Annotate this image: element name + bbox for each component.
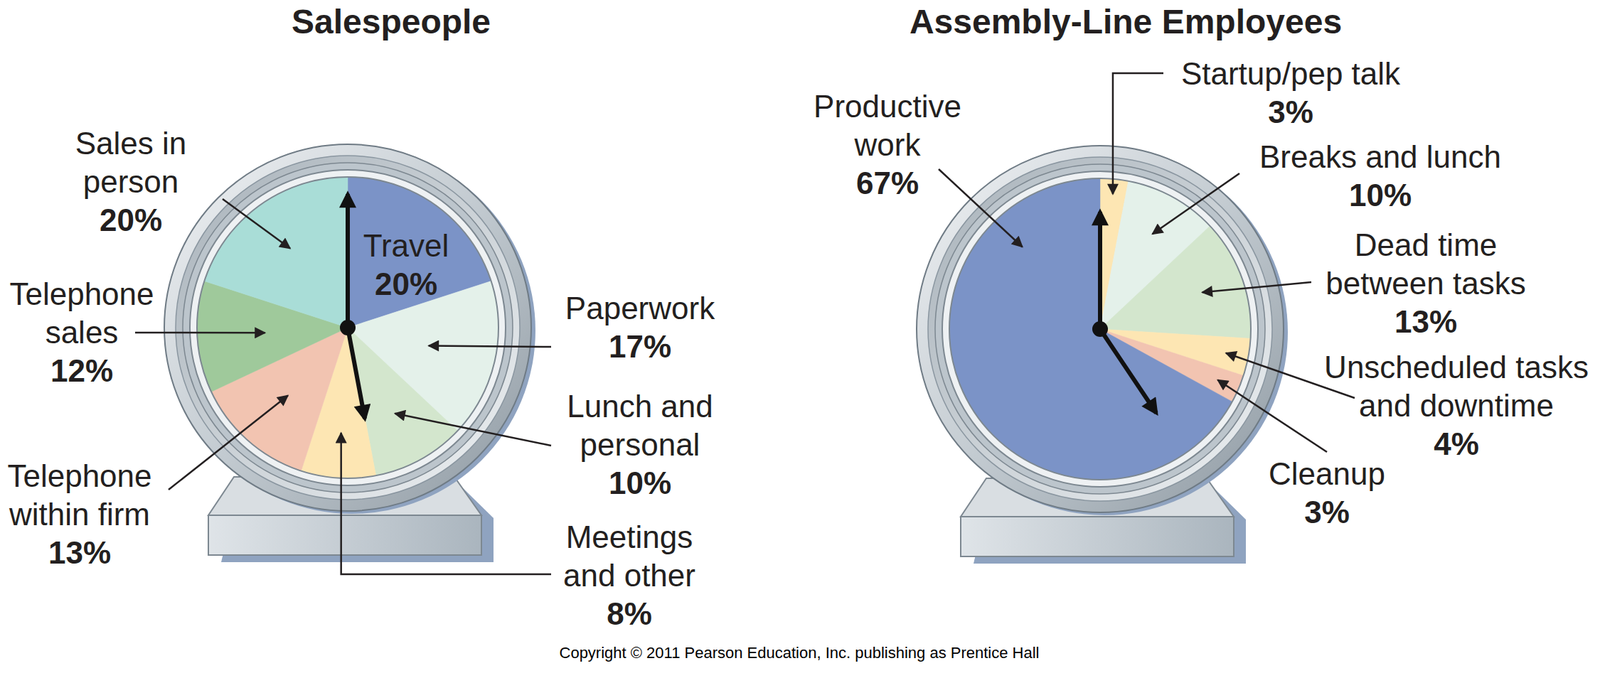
pie-slice (1100, 226, 1251, 339)
slices (949, 178, 1251, 480)
category-label: Paperwork (565, 290, 716, 326)
category-label: Sales inperson (75, 125, 188, 200)
leader-arrow (135, 332, 266, 335)
leader-arrow (1217, 380, 1327, 453)
data-label: 12% (50, 353, 114, 389)
slices (196, 177, 499, 479)
category-label: Cleanup (1268, 456, 1386, 492)
stand-front (208, 515, 482, 556)
data-label: 3% (1304, 494, 1350, 530)
leader-arrow (222, 199, 291, 249)
label-line: Breaks and lunch (1259, 139, 1502, 175)
leader-arrow (1112, 73, 1164, 195)
copyright: Copyright © 2011 Pearson Education, Inc.… (559, 644, 1040, 663)
figure: SalespeopleTravel20%Paperwork17%Lunch an… (0, 0, 1600, 678)
labels: Startup/pep talk3%Breaks and lunch10%Dea… (813, 56, 1589, 530)
clock-hands (339, 194, 365, 419)
data-label: 20% (99, 202, 163, 238)
clock-hand (1097, 211, 1103, 330)
leader-arrow (1225, 353, 1355, 399)
label-line: work (854, 127, 922, 163)
leader-arrow (1152, 173, 1240, 234)
data-label: 13% (1394, 304, 1458, 340)
rim-ring (182, 162, 513, 493)
label-line: Meetings (566, 519, 694, 555)
rim-inner (942, 171, 1258, 488)
label-line: Sales in (75, 125, 188, 161)
label-line: between tasks (1325, 265, 1526, 301)
label-line: Productive (813, 88, 962, 124)
rim-inner (189, 169, 506, 486)
pie-edge (196, 177, 499, 479)
clock-hand (1100, 329, 1157, 414)
pie-edge (949, 178, 1251, 480)
label-line: Dead time (1354, 227, 1498, 263)
rim-ring (175, 155, 520, 500)
clock-pivot (1092, 321, 1108, 338)
category-label: Dead timebetween tasks (1325, 227, 1526, 301)
label-line: Lunch and (566, 388, 714, 424)
category-label: Unscheduled tasksand downtime (1324, 349, 1589, 424)
label-line: Cleanup (1268, 456, 1386, 492)
category-label: Lunch andpersonal (566, 388, 714, 463)
leader-arrow (428, 345, 552, 348)
label-line: Paperwork (565, 290, 716, 326)
data-label: 10% (608, 465, 672, 501)
data-label: 20% (374, 266, 438, 302)
leader-arrow (168, 395, 288, 490)
background (0, 0, 1600, 678)
label-line: person (83, 164, 180, 200)
chart-title: Salespeople (291, 2, 491, 41)
stand-front (960, 516, 1234, 557)
chart-title: Assembly-Line Employees (909, 2, 1342, 41)
category-label: Telephonesales (9, 276, 154, 350)
label-line: personal (580, 427, 701, 463)
pie-slice (204, 177, 348, 328)
data-label: 10% (1348, 177, 1412, 213)
leader-arrow (1202, 282, 1312, 293)
label-line: and other (563, 558, 696, 594)
labels: Travel20%Paperwork17%Lunch andpersonal10… (7, 125, 716, 632)
leader-arrow (341, 433, 552, 575)
label-line: Telephone (9, 276, 154, 312)
data-label: 17% (608, 329, 672, 365)
category-label: Travel (363, 228, 450, 264)
data-label: 13% (48, 535, 111, 571)
clock-hand (347, 327, 365, 419)
clock-hand (345, 194, 350, 328)
label-line: and downtime (1358, 388, 1554, 424)
label-line: Travel (363, 228, 450, 264)
category-label: Productivework (813, 88, 962, 163)
data-label: 4% (1433, 426, 1480, 462)
rim-outer (916, 145, 1284, 513)
label-line: sales (45, 315, 119, 350)
category-label: Telephonewithin firm (7, 458, 152, 532)
rim-outer (164, 144, 532, 512)
label-line: within firm (8, 497, 151, 532)
label-line: Unscheduled tasks (1324, 349, 1589, 385)
rim-ring (935, 164, 1266, 495)
label-line: Telephone (7, 458, 152, 494)
rim-ring (928, 157, 1273, 502)
label-line: Startup/pep talk (1181, 56, 1401, 92)
pie-chart: Assembly-Line EmployeesStartup/pep talk3… (813, 2, 1589, 565)
data-label: 67% (856, 165, 919, 201)
leader-arrow (394, 413, 552, 446)
category-label: Meetingsand other (563, 519, 696, 594)
category-label: Breaks and lunch (1259, 139, 1502, 175)
leader-arrow (938, 169, 1023, 248)
data-label: 8% (606, 596, 653, 632)
clock-hands (1092, 211, 1157, 414)
data-label: 3% (1267, 94, 1314, 130)
pie-chart: SalespeopleTravel20%Paperwork17%Lunch an… (7, 2, 716, 632)
category-label: Startup/pep talk (1181, 56, 1401, 92)
clock-pivot (339, 320, 356, 336)
